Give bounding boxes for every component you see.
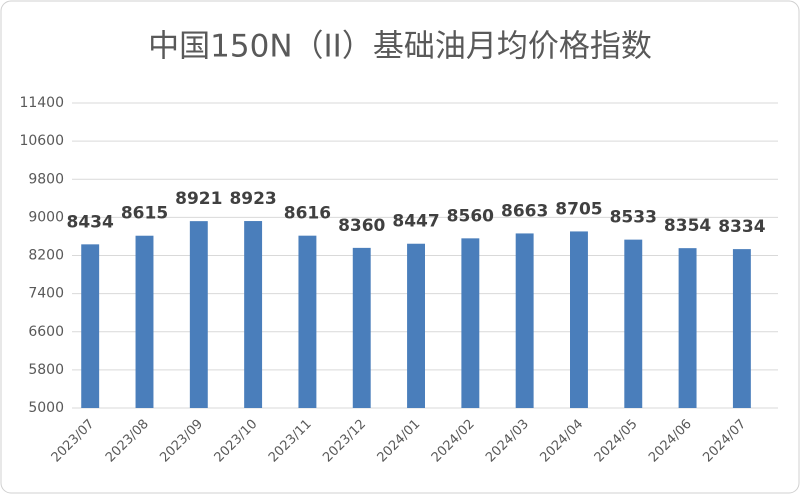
bar [732, 249, 751, 408]
bar [81, 244, 100, 408]
bar [570, 231, 588, 408]
y-tick-label: 5000 [28, 400, 64, 416]
bar [461, 238, 480, 408]
value-label: 8354 [664, 216, 711, 236]
bar [624, 239, 643, 408]
value-label: 8616 [284, 204, 331, 224]
value-label: 8334 [718, 217, 765, 237]
y-tick-label: 11400 [19, 95, 64, 111]
bar [515, 233, 534, 408]
y-tick-label: 7400 [28, 286, 64, 302]
y-tick-label: 8200 [28, 248, 64, 264]
value-label: 8663 [501, 201, 548, 221]
bar [407, 243, 425, 408]
bar [678, 248, 697, 408]
y-tick-label: 10600 [19, 133, 64, 149]
bar [135, 235, 154, 408]
y-tick-label: 9000 [28, 209, 64, 225]
bar [352, 247, 371, 408]
chart-title: 中国150N（II）基础油月均价格指数 [148, 29, 652, 65]
y-tick-label: 6600 [28, 324, 64, 340]
value-label: 8533 [610, 208, 657, 228]
value-label: 8705 [555, 199, 602, 219]
value-label: 8434 [67, 212, 114, 232]
bar [298, 235, 317, 408]
bar [244, 221, 263, 408]
y-tick-label: 5800 [28, 362, 64, 378]
value-label: 8447 [392, 212, 439, 232]
value-label: 8560 [447, 206, 494, 226]
bar [189, 221, 208, 408]
value-label: 8360 [338, 216, 385, 236]
y-tick-label: 9800 [28, 171, 64, 187]
value-label: 8923 [229, 189, 276, 209]
value-label: 8615 [121, 204, 168, 224]
value-label: 8921 [175, 189, 222, 209]
